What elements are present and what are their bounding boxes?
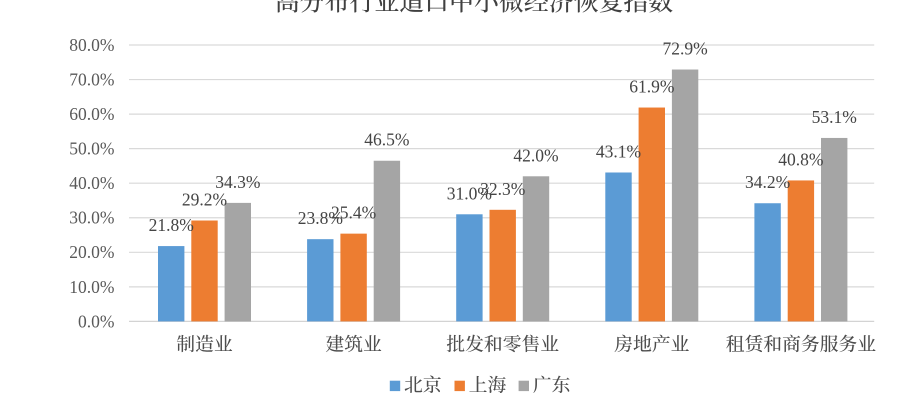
svg-text:10.0%: 10.0% [69, 277, 114, 297]
svg-text:40.0%: 40.0% [69, 173, 114, 193]
svg-text:34.3%: 34.3% [215, 172, 260, 192]
svg-text:42.0%: 42.0% [513, 145, 558, 165]
svg-text:61.9%: 61.9% [629, 77, 674, 97]
svg-text:20.0%: 20.0% [69, 242, 114, 262]
svg-text:31.0%: 31.0% [447, 183, 492, 203]
svg-text:0.0%: 0.0% [78, 311, 114, 331]
svg-text:46.5%: 46.5% [364, 130, 409, 150]
svg-text:23.8%: 23.8% [298, 208, 343, 228]
svg-text:80.0%: 80.0% [69, 35, 114, 55]
svg-text:25.4%: 25.4% [331, 203, 376, 223]
svg-text:21.8%: 21.8% [149, 215, 194, 235]
svg-text:34.2%: 34.2% [745, 172, 790, 192]
svg-text:29.2%: 29.2% [182, 190, 227, 210]
svg-text:43.1%: 43.1% [596, 141, 641, 161]
svg-text:53.1%: 53.1% [812, 107, 857, 127]
svg-text:50.0%: 50.0% [69, 139, 114, 159]
svg-text:60.0%: 60.0% [69, 104, 114, 124]
svg-text:70.0%: 70.0% [69, 69, 114, 89]
svg-text:32.3%: 32.3% [480, 179, 525, 199]
svg-text:72.9%: 72.9% [662, 39, 707, 59]
svg-text:30.0%: 30.0% [69, 208, 114, 228]
svg-text:40.8%: 40.8% [778, 149, 823, 169]
